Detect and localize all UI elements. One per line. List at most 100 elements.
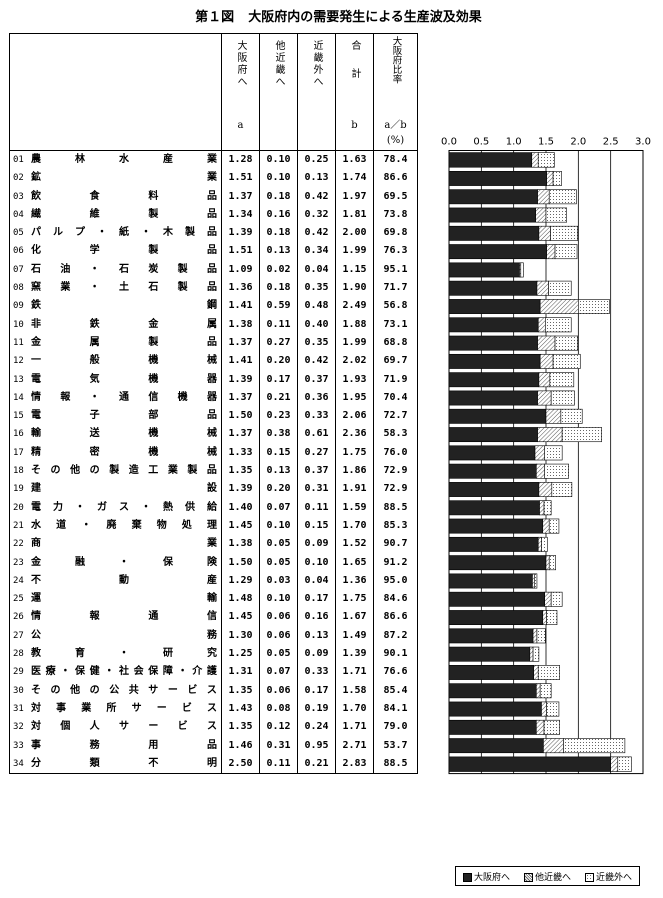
bar-segment-outside <box>554 335 578 351</box>
cell-ratio: 53.7 <box>373 736 418 755</box>
row-code: 16 <box>13 429 24 440</box>
row-label: 対個人サービス <box>31 721 217 733</box>
row-name-cell: 18 その他の製造工業製品 <box>9 462 222 481</box>
bar-segment-outside <box>554 244 578 260</box>
table-row: 17 精密機械 1.33 0.15 0.27 1.75 76.0 <box>9 443 418 463</box>
table-row: 34 分類不明 2.50 0.11 0.21 2.83 88.5 <box>9 754 418 775</box>
row-label: 飲食料品 <box>31 190 217 202</box>
row-label: 公務 <box>31 629 217 641</box>
legend-item-outside: 近畿外へ <box>584 870 632 883</box>
row-code: 18 <box>13 466 24 477</box>
table-row: 22 商業 1.38 0.05 0.09 1.52 90.7 <box>9 535 418 554</box>
data-table: 大阪府へ a 他近畿へ 近畿外へ 合計 b 大阪府比率 a／b (%) 01 農林… <box>9 33 418 775</box>
legend-swatch-kinki <box>523 872 533 882</box>
table-header: 大阪府へ a 他近畿へ 近畿外へ 合計 b 大阪府比率 a／b (%) <box>9 33 418 151</box>
table-row: 33 事務用品 1.46 0.31 0.95 2.71 53.7 <box>9 736 418 755</box>
bar-segment-outside <box>548 518 560 534</box>
chart-title: 第１図 大阪府内の需要発生による生産波及効果 <box>0 6 663 25</box>
cell-ratio: 69.8 <box>373 224 418 243</box>
cell-ratio: 84.1 <box>373 699 418 719</box>
bar-segment-kinki <box>535 719 545 735</box>
bar-segment-outside <box>549 372 575 388</box>
bar-segment-osaka <box>448 225 540 241</box>
figure-number: 第１図 <box>195 10 235 25</box>
bar-segment-kinki <box>539 299 579 314</box>
bar-segment-outside <box>532 646 540 662</box>
cell-ratio: 70.4 <box>373 388 418 408</box>
bar-segment-outside <box>545 317 572 333</box>
header-ratio-unit: (%) <box>386 135 405 146</box>
cell-ratio: 56.8 <box>373 297 418 316</box>
row-code: 02 <box>13 173 24 184</box>
row-label: 鉄鋼 <box>31 300 217 312</box>
header-outside-label: 近畿外へ <box>311 40 322 88</box>
bar-segment-outside <box>578 299 610 314</box>
row-label: 金融・保険 <box>31 556 217 568</box>
bar-segment-kinki <box>539 500 545 516</box>
header-osaka-sub: a <box>237 120 244 131</box>
bar-segment-outside <box>560 408 583 424</box>
row-label: 輸送機械 <box>31 428 217 440</box>
row-code: 03 <box>13 191 24 202</box>
bar-segment-outside <box>546 610 558 626</box>
bar-segment-kinki <box>537 390 552 406</box>
table-row: 12 一般機械 1.41 0.20 0.42 2.02 69.7 <box>9 352 418 371</box>
cell-ratio: 71.7 <box>373 279 418 298</box>
row-label: 繊維製品 <box>31 208 217 220</box>
bar-segment-outside <box>520 262 524 278</box>
row-code: 30 <box>13 685 24 696</box>
bar-segment-outside <box>552 171 562 186</box>
row-label: 電力・ガス・熱供給 <box>31 501 217 513</box>
bar-segment-kinki <box>533 665 539 680</box>
table-row: 15 電子部品 1.50 0.23 0.33 2.06 72.7 <box>9 407 418 426</box>
table-row: 10 非鉄金属 1.38 0.11 0.40 1.88 73.1 <box>9 315 418 334</box>
row-label: 化学製品 <box>31 245 217 257</box>
table-row: 28 教育・研究 1.25 0.05 0.09 1.39 90.1 <box>9 645 418 664</box>
legend-swatch-osaka <box>462 872 472 882</box>
table-row: 03 飲食料品 1.37 0.18 0.42 1.97 69.5 <box>9 187 418 206</box>
legend-swatch-outside <box>584 872 594 882</box>
row-label: 一般機械 <box>31 355 217 367</box>
row-code: 23 <box>13 557 24 568</box>
row-code: 13 <box>13 374 24 385</box>
row-code: 31 <box>13 703 24 714</box>
row-code: 06 <box>13 246 24 257</box>
row-label: 鉱業 <box>31 172 217 184</box>
bar-segment-outside <box>539 683 552 699</box>
table-row: 27 公務 1.30 0.06 0.13 1.49 87.2 <box>9 626 418 646</box>
header-kinki-label: 他近畿へ <box>273 40 284 88</box>
bar-segment-outside <box>550 390 575 406</box>
cell-ratio: 76.0 <box>373 443 418 463</box>
table-row: 30 その他の公共サービス 1.35 0.06 0.17 1.58 85.4 <box>9 681 418 700</box>
table-row: 01 農林水産業 1.28 0.10 0.25 1.63 78.4 <box>9 150 418 170</box>
row-name-cell: 01 農林水産業 <box>9 150 222 170</box>
table-row: 23 金融・保険 1.50 0.05 0.10 1.65 91.2 <box>9 553 418 572</box>
row-code: 01 <box>13 155 24 165</box>
bar-segment-osaka <box>448 152 533 168</box>
table-row: 09 鉄鋼 1.41 0.59 0.48 2.49 56.8 <box>9 297 418 316</box>
table-row: 29 医療・保健・社会保障・介護 1.31 0.07 0.33 1.71 76.6 <box>9 663 418 682</box>
x-tick-label: 0.5 <box>473 137 489 148</box>
table-row: 14 情報・通信機器 1.37 0.21 0.36 1.95 70.4 <box>9 388 418 408</box>
bar-segment-osaka <box>448 299 541 314</box>
cell-ratio: 86.6 <box>373 608 418 627</box>
row-code: 26 <box>13 612 24 623</box>
row-code: 20 <box>13 502 24 513</box>
row-label: その他の公共サービス <box>31 684 217 696</box>
table-row: 05 パルプ・紙・木製品 1.39 0.18 0.42 2.00 69.8 <box>9 224 418 243</box>
bar-segment-osaka <box>448 427 538 443</box>
header-total-sub: b <box>351 120 358 131</box>
cell-ratio: 76.6 <box>373 663 418 682</box>
table-row: 21 水道・廃棄物処理 1.45 0.10 0.15 1.70 85.3 <box>9 516 418 536</box>
bar-segment-outside <box>550 225 578 241</box>
row-name-cell: 19 建設 <box>9 480 222 499</box>
cell-ratio: 73.1 <box>373 315 418 334</box>
bar-segment-outside <box>552 353 581 369</box>
cell-ratio: 73.8 <box>373 205 418 225</box>
row-label: 石油・石炭製品 <box>31 263 217 275</box>
row-code: 22 <box>13 539 24 550</box>
table-row: 02 鉱業 1.51 0.10 0.13 1.74 86.6 <box>9 169 418 188</box>
row-code: 04 <box>13 209 24 220</box>
bar-segment-kinki <box>539 353 554 369</box>
legend-item-osaka: 大阪府へ <box>462 870 510 883</box>
